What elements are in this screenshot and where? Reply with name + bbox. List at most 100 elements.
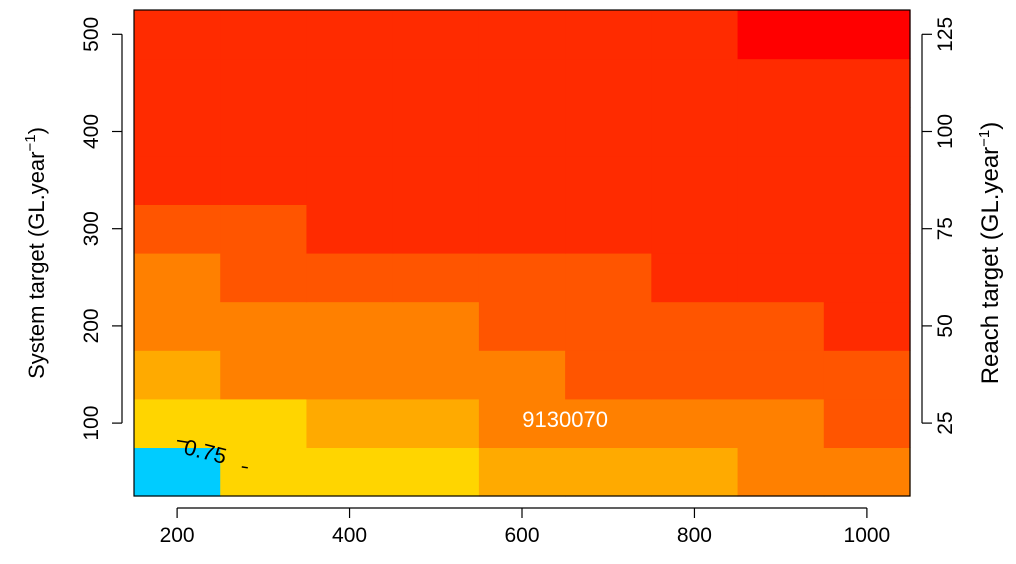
heatmap-cell	[651, 398, 739, 448]
y-left-tick-label: 300	[80, 211, 103, 246]
heatmap-cell	[737, 10, 825, 60]
heatmap-cell	[823, 58, 911, 108]
heatmap-cell	[392, 350, 480, 400]
heatmap-cell	[306, 107, 394, 157]
heatmap-cell	[478, 253, 566, 303]
heatmap-cell	[134, 301, 221, 351]
y-axis-right-title-sup: −1	[976, 130, 993, 147]
heatmap-cell	[651, 155, 739, 205]
heatmap-cell	[823, 204, 911, 254]
y-axis-left-title: System target (GL.year−1)	[22, 127, 49, 379]
heatmap-cell	[737, 107, 825, 157]
x-tick-label: 200	[160, 524, 195, 547]
heatmap-cell	[565, 155, 652, 205]
heatmap-cell	[220, 447, 308, 497]
heatmap-cell	[737, 204, 825, 254]
y-axis-left-title-text: System target (GL.year	[24, 152, 49, 379]
heatmap-cell	[306, 204, 394, 254]
heatmap-cell	[134, 155, 221, 205]
heatmap-cell	[478, 58, 566, 108]
heatmap-cell	[823, 253, 911, 303]
heatmap-cell	[134, 107, 221, 157]
heatmap-cell	[220, 107, 308, 157]
y-axis-right: 25 50 75 100 125	[921, 17, 957, 435]
heatmap-cell	[651, 204, 739, 254]
heatmap-cell	[823, 447, 911, 497]
heatmap-cell	[134, 253, 221, 303]
heatmap-cell	[134, 204, 221, 254]
heatmap-cell	[737, 398, 825, 448]
heatmap-cell	[823, 301, 911, 351]
heatmap-cell	[306, 58, 394, 108]
heatmap-cell	[565, 447, 652, 497]
heatmap-cell	[392, 398, 480, 448]
heatmap-cell	[306, 350, 394, 400]
y-right-tick-label: 100	[934, 114, 957, 149]
heatmap-cell	[306, 10, 394, 60]
y-right-tick-label: 75	[934, 217, 957, 240]
y-axis-left-title-sup: −1	[22, 134, 39, 151]
heatmap-cell	[565, 350, 652, 400]
y-right-tick-label: 50	[934, 314, 957, 337]
heatmap-cell	[823, 398, 911, 448]
y-left-tick-label: 400	[80, 114, 103, 149]
heatmap-cell	[478, 10, 566, 60]
heatmap-cell	[478, 155, 566, 205]
heatmap-cell	[478, 301, 566, 351]
x-tick-label: 600	[504, 524, 539, 547]
heatmap-cell	[134, 398, 221, 448]
x-tick-label: 800	[677, 524, 712, 547]
x-tick-label: 400	[332, 524, 367, 547]
heatmap-cell	[478, 107, 566, 157]
heatmap-cell	[220, 155, 308, 205]
heatmap-cell	[306, 253, 394, 303]
y-left-tick-label: 500	[80, 17, 103, 52]
y-right-tick-label: 125	[934, 17, 957, 52]
heatmap-cell	[565, 398, 652, 448]
heatmap-cell	[134, 58, 221, 108]
heatmap-cell	[134, 10, 221, 60]
heatmap-cell	[392, 447, 480, 497]
heatmap-cell	[823, 350, 911, 400]
heatmap-cell	[651, 301, 739, 351]
heatmap-cell	[737, 301, 825, 351]
heatmap-cell	[478, 447, 566, 497]
contour-segment	[241, 466, 248, 469]
y-left-tick-label: 100	[80, 406, 103, 441]
heatmap-cell	[737, 58, 825, 108]
heatmap-cell	[306, 155, 394, 205]
heatmap-cell	[823, 107, 911, 157]
y-axis-right-title-text: Reach target (GL.year	[977, 147, 1004, 384]
heatmap-cell	[651, 58, 739, 108]
heatmap-cell	[392, 204, 480, 254]
heatmap-cell	[565, 10, 652, 60]
heatmap-cell	[478, 350, 566, 400]
heatmap-cell	[220, 253, 308, 303]
heatmap-cell	[134, 350, 221, 400]
heatmap-cells	[134, 10, 911, 497]
heatmap-cell	[220, 204, 308, 254]
heatmap-cell	[306, 447, 394, 497]
heatmap-cell	[651, 350, 739, 400]
y-axis-right-title-close: )	[977, 122, 1004, 130]
heatmap-cell	[823, 10, 911, 60]
heatmap-cell	[737, 155, 825, 205]
y-left-tick-label: 200	[80, 308, 103, 343]
heatmap-cell	[392, 301, 480, 351]
heatmap-cell	[565, 58, 652, 108]
y-axis-right-title: Reach target (GL.year−1)	[976, 122, 1004, 385]
heatmap-cell	[737, 447, 825, 497]
heatmap-cell	[392, 155, 480, 205]
heatmap-cell	[220, 350, 308, 400]
heatmap-cell	[478, 398, 566, 448]
plot-frame	[133, 9, 911, 497]
heatmap-cell	[392, 253, 480, 303]
heatmap-cell	[478, 204, 566, 254]
heatmap-cell	[737, 253, 825, 303]
heatmap-cell	[306, 398, 394, 448]
heatmap-cell	[392, 10, 480, 60]
heatmap-cell	[565, 204, 652, 254]
y-right-tick-label: 25	[934, 411, 957, 434]
x-tick-label: 1000	[844, 524, 891, 547]
heatmap-cell	[220, 301, 308, 351]
